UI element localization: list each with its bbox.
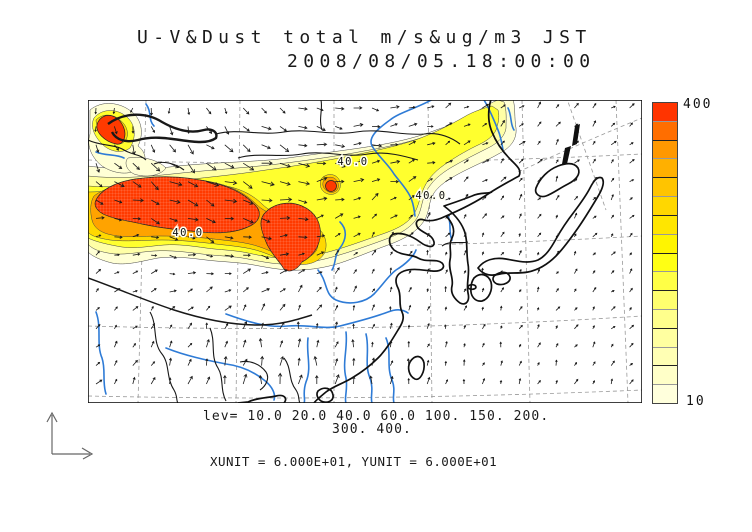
y-axis-arrow-icon: [46, 411, 58, 423]
colorbar-segment: [653, 158, 677, 178]
x-axis-arrow-icon: [81, 447, 94, 460]
colorbar-segment: [653, 196, 677, 215]
colorbar-segment: [653, 384, 677, 403]
coastlines: [237, 100, 605, 403]
colorbar-segment: [653, 120, 677, 140]
wind-vector-field: [94, 101, 635, 385]
contour-value-label: 40.0: [172, 227, 203, 239]
colorbar-max-label: 400: [683, 97, 713, 112]
colorbar-segment: [653, 327, 677, 347]
colorbar-min-label: 10: [686, 394, 706, 409]
colorbar-segment: [653, 177, 677, 197]
colorbar-segment: [653, 233, 677, 253]
contour-map: 40.0 40.0 40.0: [87, 99, 643, 404]
plot-datetime: 2008/08/05.18:00:00: [287, 51, 596, 72]
colorbar-segment: [653, 346, 677, 366]
axis-orientation-indicator: [46, 411, 94, 460]
contour-value-label: 40.0: [415, 190, 446, 202]
colorbar: [652, 102, 678, 404]
contour-labels: 40.0 40.0 40.0: [171, 155, 447, 241]
plot-title: U-V&Dust total m/s&ug/m3 JST: [137, 27, 592, 48]
colorbar-segment: [653, 308, 677, 328]
grid-units-line: XUNIT = 6.000E+01, YUNIT = 6.000E+01: [210, 454, 498, 469]
colorbar-segment: [653, 139, 677, 159]
colorbar-segment: [653, 103, 677, 121]
colorbar-segment: [653, 271, 677, 291]
colorbar-segment: [653, 214, 677, 234]
contour-value-label: 40.0: [337, 156, 368, 168]
contour-levels-line1: lev= 10.0 20.0 40.0 60.0 100. 150. 200.: [203, 409, 550, 424]
contour-levels-line2: 300. 400.: [332, 422, 412, 437]
map-panel: 40.0 40.0 40.0: [87, 99, 643, 404]
colorbar-segment: [653, 365, 677, 385]
islands-filled: [562, 124, 580, 164]
colorbar-segment: [653, 290, 677, 309]
colorbar-segment: [653, 252, 677, 272]
